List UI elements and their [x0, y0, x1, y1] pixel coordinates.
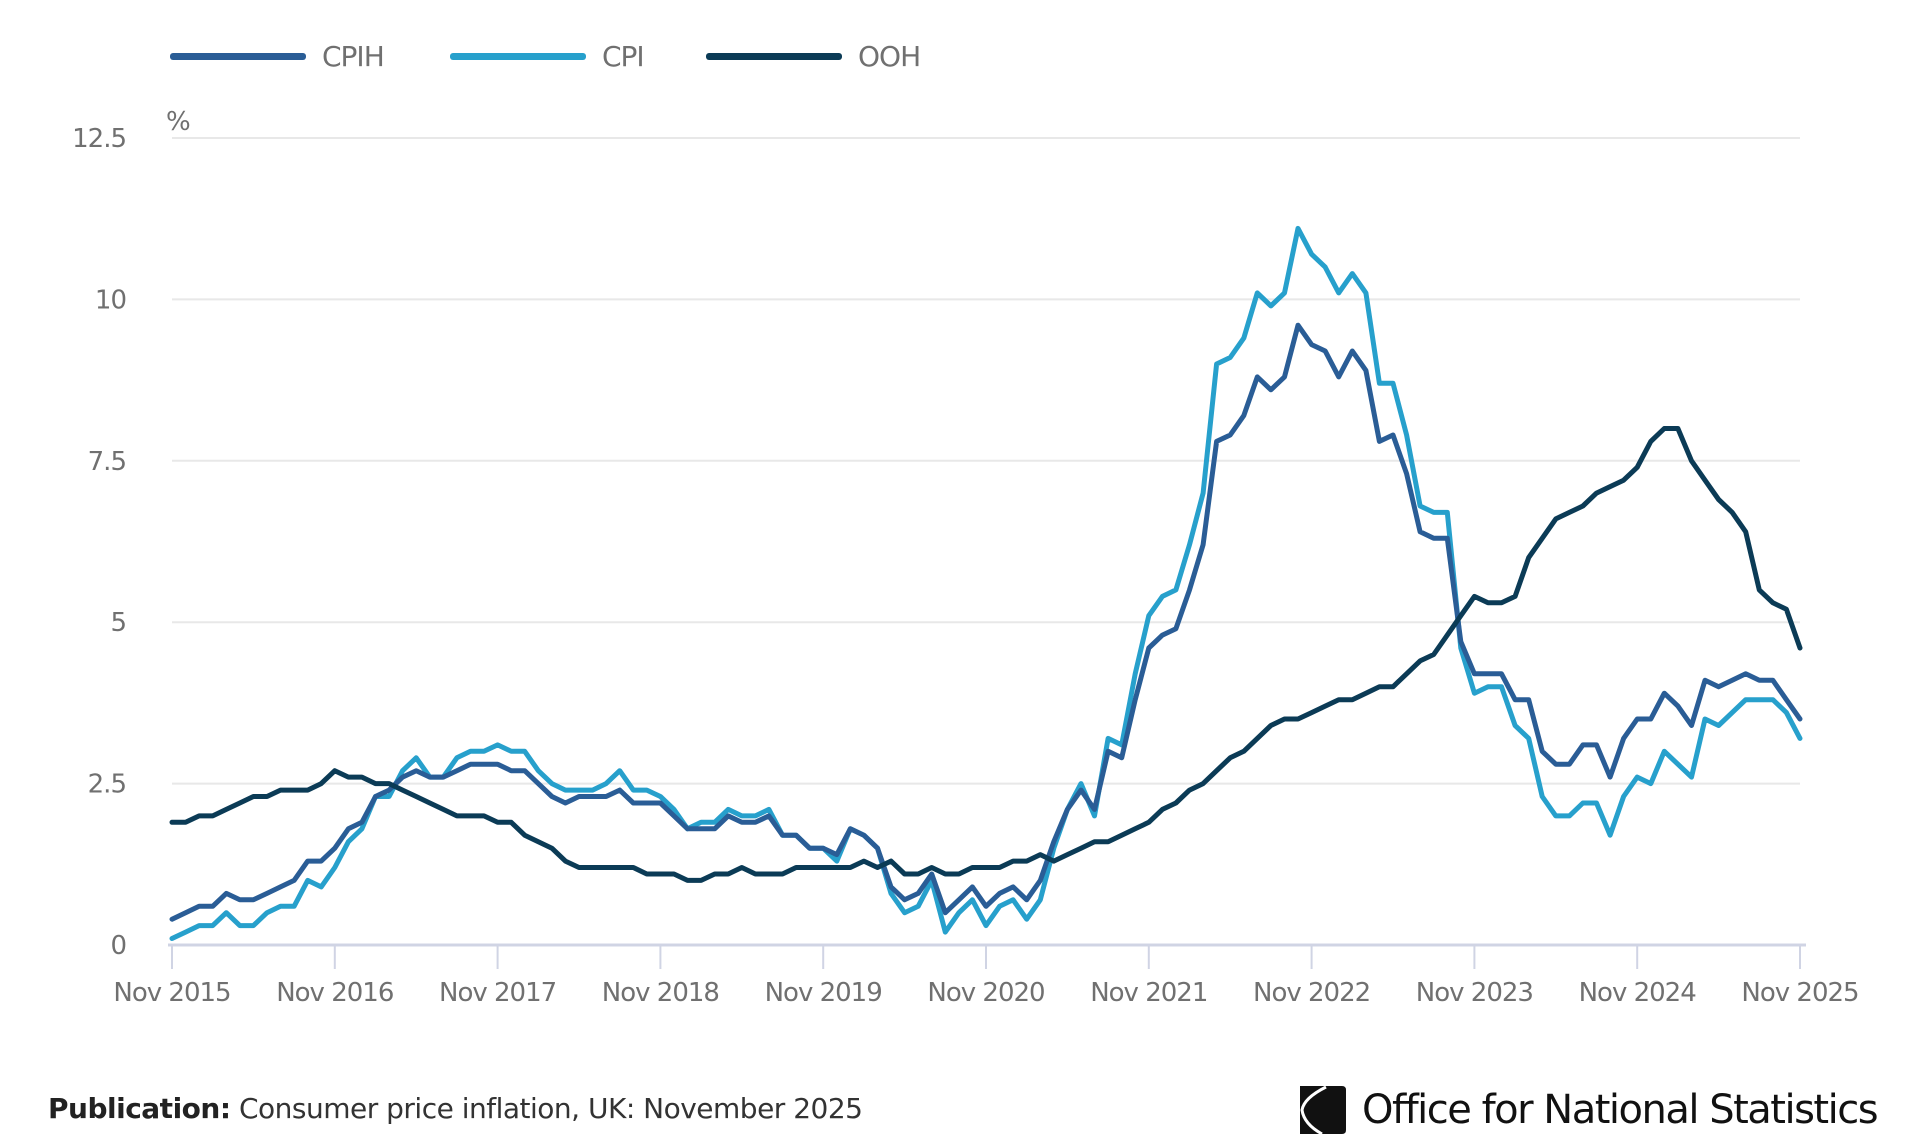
legend-item-cpi[interactable]: CPI [450, 36, 645, 76]
x-tick-label: Nov 2022 [1253, 978, 1370, 1008]
legend-label: CPIH [322, 39, 385, 73]
x-tick-label: Nov 2017 [439, 978, 556, 1008]
ons-logo-icon [1300, 1085, 1346, 1136]
series-line-cpi[interactable] [169, 225, 1803, 941]
publication-footer: Publication: Consumer price inflation, U… [48, 1092, 863, 1125]
legend-swatch-cpi [450, 52, 586, 60]
y-tick-label: 5 [110, 608, 126, 638]
publication-title: Consumer price inflation, UK: November 2… [238, 1092, 863, 1125]
series-lines [169, 225, 1803, 941]
x-tick-label: Nov 2018 [602, 978, 719, 1008]
x-tick-label: Nov 2021 [1090, 978, 1207, 1008]
legend-label: OOH [858, 39, 921, 73]
x-tick-label: Nov 2020 [927, 978, 1044, 1008]
ons-logo: Office for National Statistics [1296, 1082, 1879, 1138]
x-tick-label: Nov 2025 [1741, 978, 1858, 1008]
legend-item-ooh[interactable]: OOH [706, 36, 921, 76]
legend-label: CPI [602, 39, 645, 73]
x-tick-label: Nov 2019 [765, 978, 882, 1008]
legend-swatch-ooh [706, 52, 842, 60]
x-tick-label: Nov 2024 [1579, 978, 1697, 1008]
x-tick-label: Nov 2016 [276, 978, 393, 1008]
x-axis: Nov 2015 Nov 2016 Nov 2017 Nov 2018 Nov 2019… [113, 943, 1860, 1008]
y-tick-label: 2.5 [88, 770, 126, 800]
legend-swatch-cpih [170, 52, 306, 60]
x-tick-label: Nov 2015 [113, 978, 230, 1008]
y-axis-unit-label: % [166, 107, 190, 137]
y-tick-label: 10 [95, 285, 126, 315]
series-line-cpih[interactable] [169, 322, 1803, 922]
y-tick-label: 12.5 [72, 124, 126, 154]
y-axis-ticks: 0 2.5 5 7.5 10 12.5 [72, 124, 127, 961]
legend-item-cpih[interactable]: CPIH [170, 36, 385, 76]
series-line-ooh[interactable] [169, 426, 1803, 883]
publication-label: Publication: [48, 1092, 231, 1125]
x-tick-label: Nov 2023 [1416, 978, 1533, 1008]
ons-logo-text: Office for National Statistics [1362, 1087, 1879, 1133]
y-tick-label: 0 [110, 931, 126, 961]
y-tick-label: 7.5 [88, 447, 126, 477]
gridlines [172, 137, 1800, 785]
